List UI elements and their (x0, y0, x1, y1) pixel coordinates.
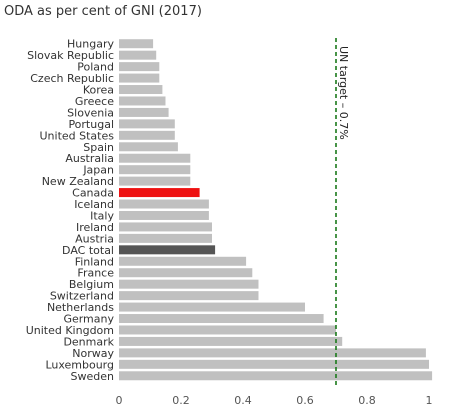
category-label: Finland (75, 255, 114, 268)
bar (119, 256, 247, 266)
category-label: Netherlands (47, 301, 114, 314)
category-label: Austria (75, 232, 114, 245)
category-label: United Kingdom (26, 324, 114, 337)
bar (119, 371, 433, 381)
chart-title: ODA as per cent of GNI (2017) (4, 4, 202, 19)
category-label: Canada (72, 187, 114, 200)
category-label: Greece (75, 95, 114, 108)
bar (119, 199, 209, 209)
bar (119, 325, 336, 335)
category-label: Italy (90, 209, 114, 222)
x-tick-label: 0.4 (234, 394, 252, 407)
category-label: Portugal (68, 118, 114, 131)
bar (119, 314, 324, 324)
bar (119, 188, 200, 198)
category-label: Slovak Republic (27, 49, 114, 62)
category-label: Ireland (76, 221, 114, 234)
bar (119, 245, 216, 255)
bar (119, 142, 178, 152)
un-target-label: UN target – 0.7% (337, 46, 350, 140)
bar (119, 107, 169, 117)
category-label: Germany (63, 313, 114, 326)
category-label: DAC total (62, 244, 114, 257)
x-tick-label: 0 (116, 394, 123, 407)
bar (119, 222, 212, 232)
bar (119, 119, 175, 129)
bar (119, 73, 160, 83)
x-tick-label: 1 (426, 394, 433, 407)
category-label: Belgium (69, 278, 114, 291)
x-tick-label: 0.6 (296, 394, 314, 407)
category-label: Sweden (71, 370, 114, 383)
bar (119, 291, 259, 301)
category-label: Luxembourg (45, 358, 114, 371)
category-label: Norway (72, 347, 114, 360)
x-tick-label: 0.2 (172, 394, 190, 407)
bar (119, 268, 253, 278)
category-label: Czech Republic (30, 72, 114, 85)
category-label: Slovenia (67, 106, 114, 119)
bar (119, 348, 426, 358)
category-label: Spain (83, 141, 114, 154)
bar (119, 62, 160, 72)
category-label: New Zealand (42, 175, 114, 188)
category-label: Iceland (74, 198, 114, 211)
bar (119, 165, 191, 175)
category-label: Korea (83, 84, 114, 97)
bar (119, 96, 166, 106)
bar (119, 233, 212, 243)
category-label: France (77, 267, 114, 280)
category-label: United States (40, 129, 115, 142)
category-label: Japan (82, 164, 114, 177)
bar (119, 39, 154, 49)
bar (119, 302, 305, 312)
bar (119, 153, 191, 163)
bar (119, 279, 259, 289)
category-label: Poland (77, 61, 114, 74)
bar (119, 359, 429, 369)
x-tick-label: 0.8 (358, 394, 376, 407)
category-label: Hungary (67, 38, 114, 51)
bar (119, 50, 157, 60)
category-label: Denmark (63, 335, 114, 348)
bar (119, 85, 163, 95)
bar (119, 336, 343, 346)
bar (119, 130, 175, 140)
bar (119, 176, 191, 186)
category-label: Australia (65, 152, 114, 165)
bar (119, 210, 209, 220)
category-label: Switzerland (50, 290, 114, 303)
